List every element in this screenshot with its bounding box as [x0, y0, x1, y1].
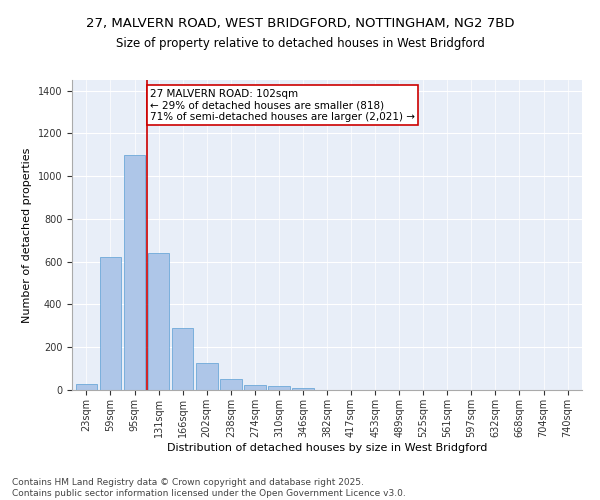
Bar [148, 253, 169, 390]
X-axis label: Distribution of detached houses by size in West Bridgford: Distribution of detached houses by size … [167, 442, 487, 452]
Y-axis label: Number of detached properties: Number of detached properties [22, 148, 32, 322]
Text: 27, MALVERN ROAD, WEST BRIDGFORD, NOTTINGHAM, NG2 7BD: 27, MALVERN ROAD, WEST BRIDGFORD, NOTTIN… [86, 18, 514, 30]
Bar [220, 380, 242, 390]
Bar [292, 388, 314, 390]
Bar [76, 384, 97, 390]
Bar [196, 364, 218, 390]
Bar [244, 384, 266, 390]
Bar [124, 155, 145, 390]
Bar [100, 258, 121, 390]
Text: Size of property relative to detached houses in West Bridgford: Size of property relative to detached ho… [116, 38, 484, 51]
Text: Contains HM Land Registry data © Crown copyright and database right 2025.
Contai: Contains HM Land Registry data © Crown c… [12, 478, 406, 498]
Text: 27 MALVERN ROAD: 102sqm
← 29% of detached houses are smaller (818)
71% of semi-d: 27 MALVERN ROAD: 102sqm ← 29% of detache… [150, 88, 415, 122]
Bar [268, 386, 290, 390]
Bar [172, 328, 193, 390]
